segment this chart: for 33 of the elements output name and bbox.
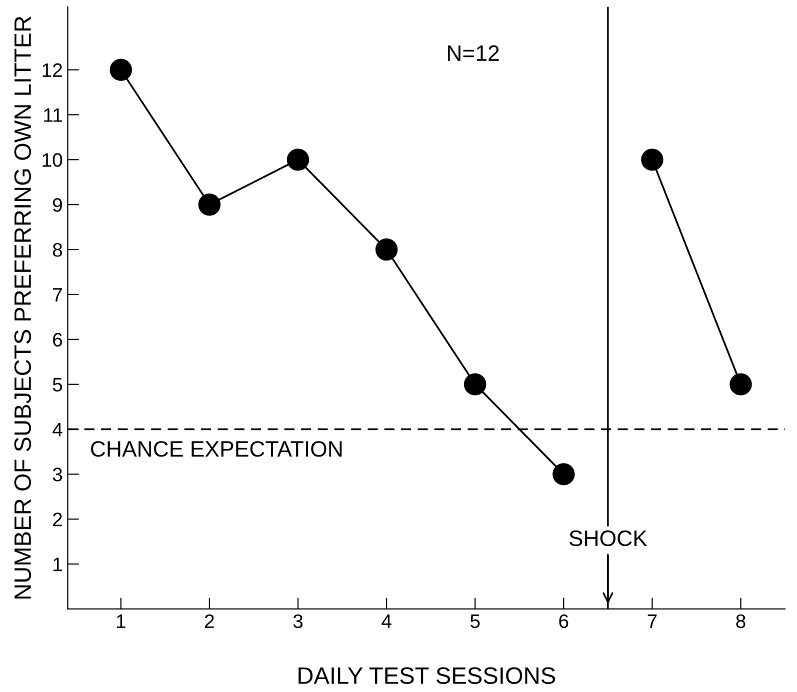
point bbox=[110, 58, 132, 81]
x-tick-label: 6 bbox=[559, 614, 568, 628]
x-tick-label: 2 bbox=[205, 614, 214, 628]
point bbox=[730, 373, 752, 396]
y-tick-label: 11 bbox=[44, 108, 62, 122]
y-tick-label: 4 bbox=[52, 422, 62, 436]
y-tick-label: 12 bbox=[42, 63, 62, 77]
y-axis-title: NUMBER OF SUBJECTS PREFERRING OWN LITTER bbox=[14, 16, 32, 599]
y-tick-label: 5 bbox=[52, 378, 62, 392]
y-tick-label: 7 bbox=[53, 288, 62, 302]
point bbox=[375, 238, 398, 261]
point bbox=[286, 148, 310, 171]
y-tick-label: 8 bbox=[52, 243, 62, 257]
x-tick-label: 7 bbox=[648, 614, 657, 628]
x-tick-label: 5 bbox=[470, 614, 480, 628]
point bbox=[552, 463, 575, 486]
y-tick-label: 6 bbox=[53, 332, 62, 347]
x-tick-label: 3 bbox=[293, 614, 303, 628]
y-tick-label: 3 bbox=[52, 468, 62, 482]
x-tick-label: 4 bbox=[382, 614, 392, 628]
point bbox=[641, 148, 664, 171]
y-tick-label: 2 bbox=[53, 512, 62, 526]
point bbox=[198, 193, 221, 216]
y-tick-label: 9 bbox=[52, 198, 62, 212]
x-axis-title: DAILY TEST SESSIONS bbox=[298, 667, 556, 684]
y-tick-label: 10 bbox=[42, 153, 62, 167]
annotation: N=12 bbox=[448, 45, 499, 61]
point bbox=[464, 373, 486, 396]
ref-line-label: CHANCE EXPECTATION bbox=[91, 441, 342, 457]
y-tick-label: 1 bbox=[54, 558, 62, 572]
x-tick-label: 8 bbox=[736, 614, 746, 628]
x-tick-label: 1 bbox=[116, 614, 126, 628]
ref-line-label: SHOCK bbox=[569, 530, 648, 546]
